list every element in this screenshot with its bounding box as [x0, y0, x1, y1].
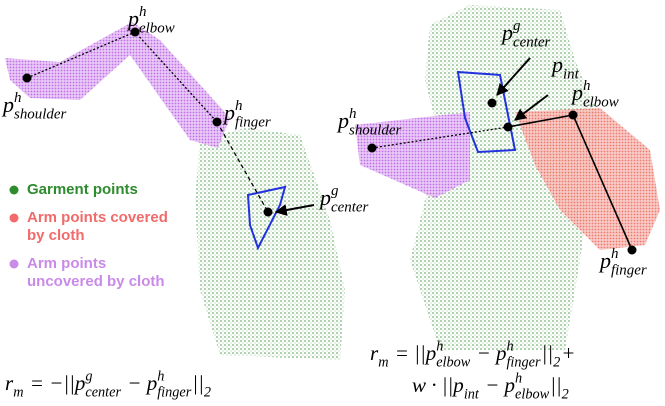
right-cloud	[355, 5, 660, 350]
formula-sub: int	[464, 386, 480, 402]
point-label-sub: center	[331, 200, 369, 216]
point-label-sup: h	[611, 246, 618, 262]
legend-label: by cloth	[27, 227, 85, 244]
formula-sup: h	[506, 339, 513, 355]
formula-sup: h	[515, 371, 522, 387]
formula-sub: elbow	[436, 354, 471, 370]
point-label-base: p	[500, 20, 513, 45]
point-label-sub: finger	[235, 115, 271, 131]
legend-label: Garment points	[27, 181, 138, 198]
formula-sub: m	[378, 354, 388, 370]
formula-base: = ||p	[390, 341, 437, 365]
formula-sup: h	[157, 369, 164, 385]
point-label-base: p	[222, 100, 235, 125]
formula-sub: 2	[553, 354, 560, 370]
point-label-base: p	[126, 6, 139, 31]
legend-dot	[10, 186, 19, 195]
point-label-sup: h	[139, 4, 146, 20]
formula-base: ||	[192, 371, 204, 395]
formula-base: − p	[471, 341, 506, 365]
point-label-base: p	[318, 185, 331, 210]
point-label-base: p	[336, 108, 349, 133]
formula-sub: finger	[506, 354, 541, 370]
point-label-sup: h	[583, 78, 590, 94]
point-label-base: p	[550, 52, 563, 77]
formula-sup: g	[85, 369, 92, 385]
legend-label: uncovered by cloth	[27, 273, 165, 290]
point-label-sub: center	[513, 35, 551, 51]
point-label-sub: shoulder	[14, 107, 67, 123]
formula-sub: 2	[204, 384, 211, 400]
figure: phelbowphshoulderphfingerpgcenterpgcente…	[0, 0, 665, 406]
legend-dot	[10, 214, 19, 223]
formula-base: = −||p	[25, 371, 86, 395]
formula-base: +	[561, 341, 575, 365]
point-label-sub: elbow	[583, 95, 619, 111]
formula-sub: elbow	[515, 386, 550, 402]
formula-sub: center	[85, 384, 121, 400]
formula-base: ||	[542, 341, 554, 365]
point-label-base: p	[598, 248, 611, 273]
formula-sub: 2	[562, 386, 569, 402]
point-label-sub: elbow	[139, 21, 175, 37]
formula-base: − p	[122, 371, 157, 395]
point-label-sup: h	[235, 98, 242, 114]
point-label-sub: shoulder	[349, 123, 402, 139]
point-label-sup: g	[513, 18, 521, 34]
formula-base: w · ||p	[412, 373, 464, 397]
formula-sub: finger	[157, 384, 192, 400]
formula-base: − p	[480, 373, 515, 397]
point-label-sub: finger	[611, 263, 647, 279]
point-label-base: p	[1, 92, 14, 117]
point-label-sup: g	[331, 183, 339, 199]
point-label-base: p	[570, 80, 583, 105]
legend-dot	[10, 260, 19, 269]
formula-base: ||	[550, 373, 562, 397]
point-label-sup: h	[349, 106, 356, 122]
legend-label: Arm points	[27, 255, 106, 272]
legend-label: Arm points covered	[27, 209, 168, 226]
point-label-sup: h	[14, 90, 21, 106]
formula-sub: m	[13, 384, 23, 400]
formula-sup: h	[436, 339, 443, 355]
